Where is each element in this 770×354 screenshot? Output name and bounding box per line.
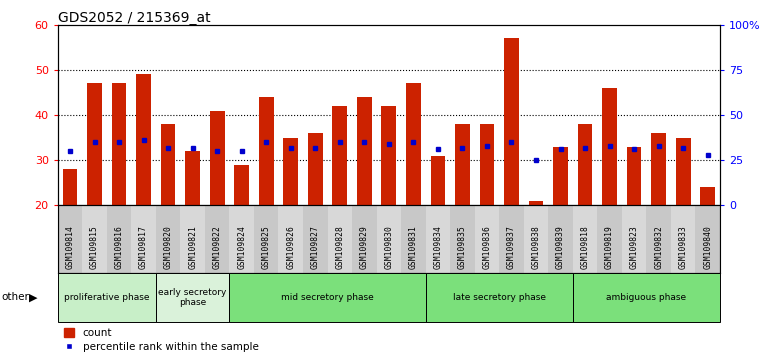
Bar — [455, 124, 470, 205]
Text: GSM109828: GSM109828 — [335, 225, 344, 269]
Text: GSM109827: GSM109827 — [311, 225, 320, 269]
Bar — [132, 205, 156, 273]
Text: mid secretory phase: mid secretory phase — [281, 293, 374, 302]
Bar — [254, 205, 279, 273]
Text: GSM109830: GSM109830 — [384, 225, 393, 269]
Bar — [377, 205, 401, 273]
Text: GSM109835: GSM109835 — [458, 225, 467, 269]
Bar — [112, 84, 126, 205]
Bar — [381, 106, 397, 205]
Bar — [646, 205, 671, 273]
Text: GSM109840: GSM109840 — [703, 225, 712, 269]
Bar — [401, 205, 426, 273]
Bar — [352, 205, 377, 273]
Text: GSM109822: GSM109822 — [213, 225, 222, 269]
Text: GSM109814: GSM109814 — [65, 225, 75, 269]
Bar — [406, 84, 420, 205]
Bar — [62, 169, 77, 205]
Bar — [327, 205, 352, 273]
Text: GSM109820: GSM109820 — [163, 225, 172, 269]
Bar — [499, 205, 524, 273]
Legend: count, percentile rank within the sample: count, percentile rank within the sample — [63, 327, 259, 353]
Bar — [186, 151, 200, 205]
Bar — [209, 110, 225, 205]
Bar — [548, 205, 573, 273]
Text: GSM109817: GSM109817 — [139, 225, 148, 269]
Bar — [136, 74, 151, 205]
Bar — [279, 205, 303, 273]
Bar — [234, 165, 249, 205]
Text: GSM109836: GSM109836 — [483, 225, 491, 269]
Bar — [627, 147, 641, 205]
Text: GSM109826: GSM109826 — [286, 225, 295, 269]
Text: GSM109815: GSM109815 — [90, 225, 99, 269]
Bar — [180, 205, 205, 273]
Bar — [676, 138, 691, 205]
Text: GSM109819: GSM109819 — [605, 225, 614, 269]
Bar — [259, 97, 273, 205]
Bar — [308, 133, 323, 205]
Bar — [504, 38, 519, 205]
Text: ambiguous phase: ambiguous phase — [606, 293, 686, 302]
Bar — [283, 138, 298, 205]
Text: GSM109823: GSM109823 — [630, 225, 638, 269]
Bar — [426, 273, 573, 322]
Bar — [450, 205, 474, 273]
Text: GSM109821: GSM109821 — [188, 225, 197, 269]
Text: GSM109818: GSM109818 — [581, 225, 590, 269]
Text: GSM109833: GSM109833 — [678, 225, 688, 269]
Bar — [58, 205, 82, 273]
Bar — [87, 84, 102, 205]
Bar — [602, 88, 617, 205]
Text: GSM109834: GSM109834 — [434, 225, 443, 269]
Bar — [82, 205, 107, 273]
Bar — [671, 205, 695, 273]
Bar — [58, 273, 156, 322]
Text: early secretory
phase: early secretory phase — [159, 288, 227, 307]
Text: late secretory phase: late secretory phase — [453, 293, 546, 302]
Bar — [573, 205, 598, 273]
Bar — [357, 97, 372, 205]
Bar — [573, 273, 720, 322]
Bar — [229, 205, 254, 273]
Bar — [205, 205, 229, 273]
Bar — [480, 124, 494, 205]
Text: GSM109829: GSM109829 — [360, 225, 369, 269]
Bar — [701, 187, 715, 205]
Text: proliferative phase: proliferative phase — [64, 293, 149, 302]
Text: GSM109832: GSM109832 — [654, 225, 663, 269]
Text: GSM109837: GSM109837 — [507, 225, 516, 269]
Bar — [161, 124, 176, 205]
Bar — [430, 156, 445, 205]
Text: ▶: ▶ — [29, 292, 38, 302]
Bar — [651, 133, 666, 205]
Text: GSM109825: GSM109825 — [262, 225, 271, 269]
Bar — [598, 205, 622, 273]
Bar — [553, 147, 568, 205]
Text: GSM109838: GSM109838 — [531, 225, 541, 269]
Text: GSM109816: GSM109816 — [115, 225, 123, 269]
Bar — [622, 205, 646, 273]
Bar — [303, 205, 327, 273]
Bar — [474, 205, 499, 273]
Bar — [524, 205, 548, 273]
Bar — [156, 273, 229, 322]
Bar — [529, 201, 544, 205]
Text: GSM109831: GSM109831 — [409, 225, 418, 269]
Text: GSM109824: GSM109824 — [237, 225, 246, 269]
Text: GDS2052 / 215369_at: GDS2052 / 215369_at — [58, 11, 210, 25]
Bar — [156, 205, 180, 273]
Bar — [578, 124, 592, 205]
Bar — [229, 273, 426, 322]
Bar — [333, 106, 347, 205]
Bar — [695, 205, 720, 273]
Bar — [107, 205, 132, 273]
Text: GSM109839: GSM109839 — [556, 225, 565, 269]
Text: other: other — [2, 292, 29, 302]
Bar — [426, 205, 450, 273]
